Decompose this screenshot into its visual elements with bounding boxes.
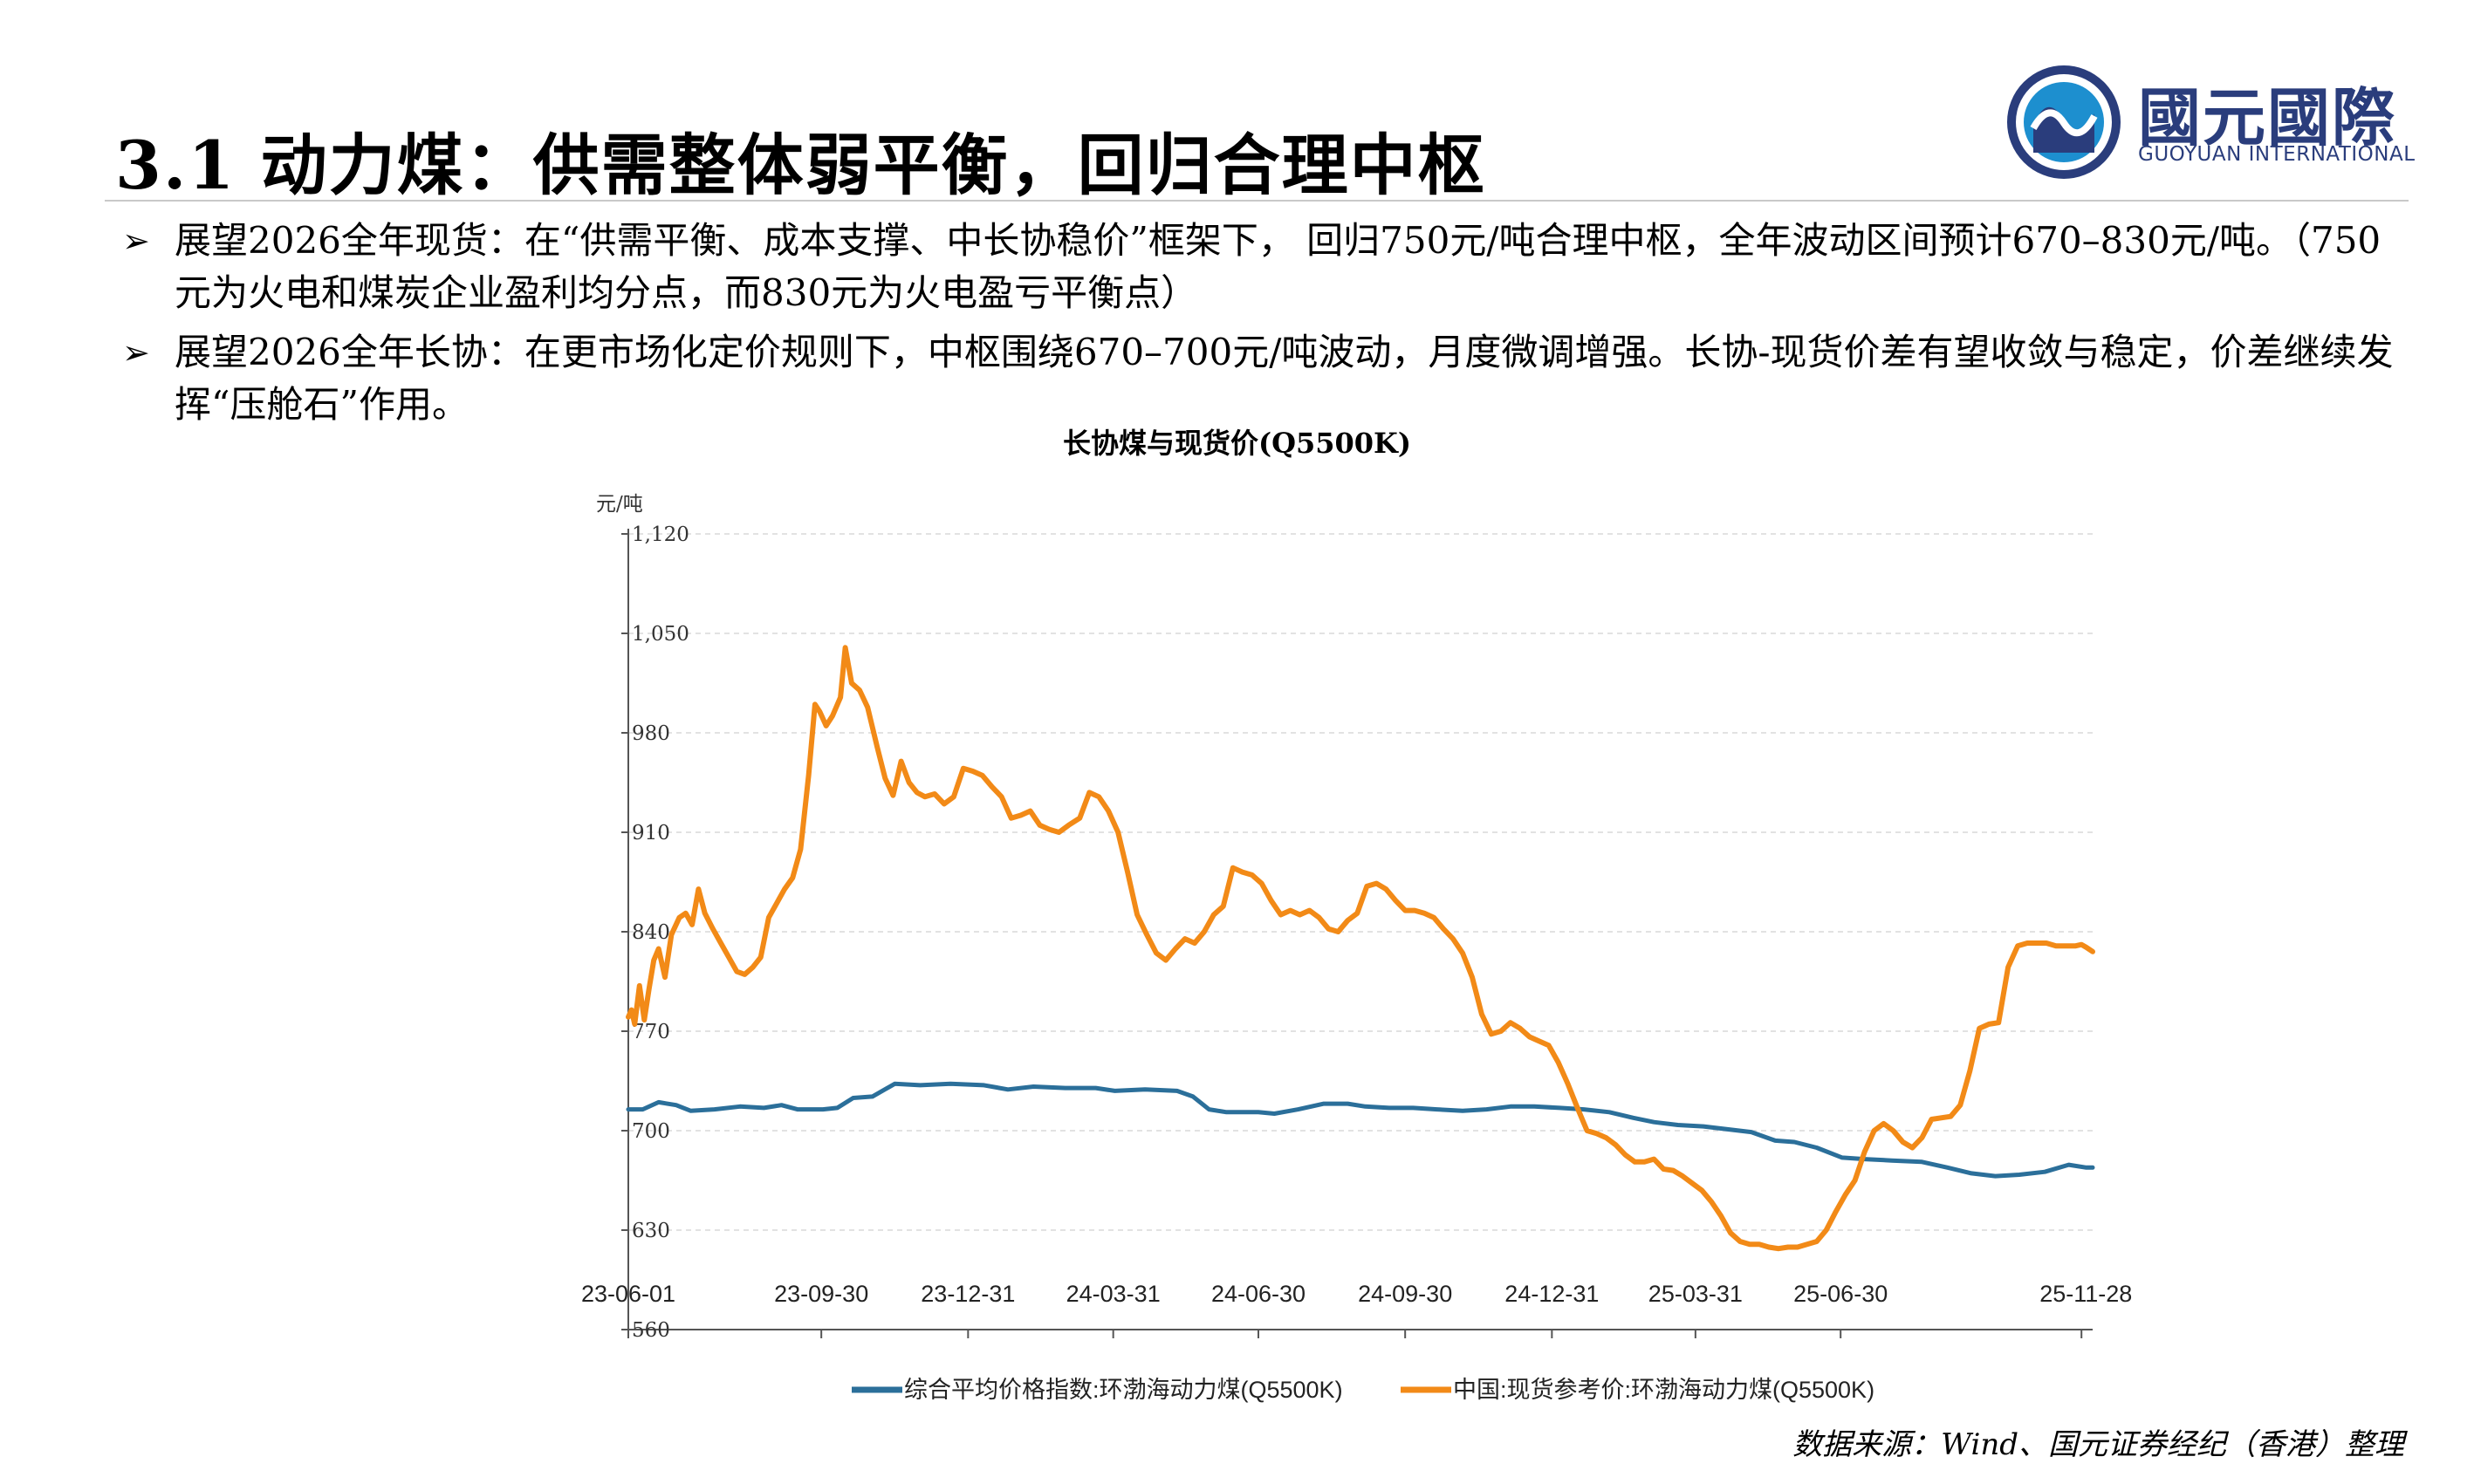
bullet-list: ➢ 展望2026全年现货：在“供需平衡、成本支撑、中长协稳价”框架下， 回归75… bbox=[122, 215, 2409, 438]
page-title: 3.1 动力煤：供需整体弱平衡，回归合理中枢 bbox=[115, 127, 1486, 204]
logo-name-en: GUOYUAN INTERNATIONAL bbox=[2138, 143, 2416, 166]
series-line-2 bbox=[626, 645, 2095, 1252]
x-tick-label: 24-06-30 bbox=[1211, 1281, 1306, 1307]
bullet-text: 展望2026全年长协：在更市场化定价规则下，中枢围绕670–700元/吨波动，月… bbox=[175, 331, 2394, 426]
x-axis-ticks: 23-06-01 23-09-30 23-12-31 24-03-31 24-06-30… bbox=[581, 1281, 2132, 1338]
y-tick-label: 700 bbox=[632, 1120, 670, 1143]
arrow-bullet-icon: ➢ bbox=[122, 222, 150, 260]
company-logo: 國元國際 GUOYUAN INTERNATIONAL bbox=[2007, 61, 2415, 183]
legend-label: 综合平均价格指数:环渤海动力煤(Q5500K) bbox=[904, 1377, 1343, 1403]
chart-series bbox=[626, 645, 2095, 1252]
legend-label: 中国:现货参考价:环渤海动力煤(Q5500K) bbox=[1453, 1377, 1874, 1403]
x-tick-label: 23-06-01 bbox=[581, 1281, 675, 1307]
chart-title: 长协煤与现货价(Q5500K) bbox=[1062, 427, 1412, 460]
chart-gridlines bbox=[628, 533, 2093, 1231]
bullet-text: 展望2026全年现货：在“供需平衡、成本支撑、中长协稳价”框架下， 回归750元… bbox=[175, 219, 2381, 314]
y-tick-label: 1,120 bbox=[632, 523, 689, 546]
chart-legend: 综合平均价格指数:环渤海动力煤(Q5500K) 中国:现货参考价:环渤海动力煤(Q… bbox=[852, 1377, 1874, 1403]
y-axis-label: 元/吨 bbox=[596, 493, 643, 516]
y-tick-label: 980 bbox=[632, 722, 670, 745]
x-tick-label: 23-09-30 bbox=[774, 1281, 868, 1307]
bullet-item: ➢ 展望2026全年长协：在更市场化定价规则下，中枢围绕670–700元/吨波动… bbox=[122, 326, 2409, 431]
x-tick-label: 25-11-28 bbox=[2039, 1281, 2132, 1307]
logo-name-cn: 國元國際 bbox=[2138, 81, 2397, 154]
y-tick-label: 1,050 bbox=[632, 623, 689, 646]
x-tick-label: 24-12-31 bbox=[1504, 1281, 1599, 1307]
y-axis-ticks: 560 630 700 770 840 910 980 1,050 1,120 bbox=[621, 523, 689, 1342]
x-tick-label: 24-09-30 bbox=[1358, 1281, 1452, 1307]
x-tick-label: 25-03-31 bbox=[1648, 1281, 1743, 1307]
y-tick-label: 560 bbox=[632, 1319, 670, 1342]
logo-emblem-icon bbox=[2007, 65, 2121, 179]
x-tick-label: 24-03-31 bbox=[1066, 1281, 1161, 1307]
y-tick-label: 630 bbox=[632, 1220, 670, 1242]
x-tick-label: 25-06-30 bbox=[1793, 1281, 1888, 1307]
arrow-bullet-icon: ➢ bbox=[122, 333, 150, 372]
y-tick-label: 770 bbox=[632, 1021, 670, 1043]
y-tick-label: 910 bbox=[632, 822, 670, 845]
chart-axes bbox=[627, 529, 2093, 1330]
data-source-note: 数据来源：Wind、国元证券经纪（香港）整理 bbox=[1792, 1427, 2404, 1462]
title-divider bbox=[105, 200, 2409, 202]
y-tick-label: 840 bbox=[632, 921, 670, 944]
bullet-item: ➢ 展望2026全年现货：在“供需平衡、成本支撑、中长协稳价”框架下， 回归75… bbox=[122, 215, 2409, 319]
x-tick-label: 23-12-31 bbox=[921, 1281, 1015, 1307]
series-line-1 bbox=[626, 1081, 2095, 1179]
